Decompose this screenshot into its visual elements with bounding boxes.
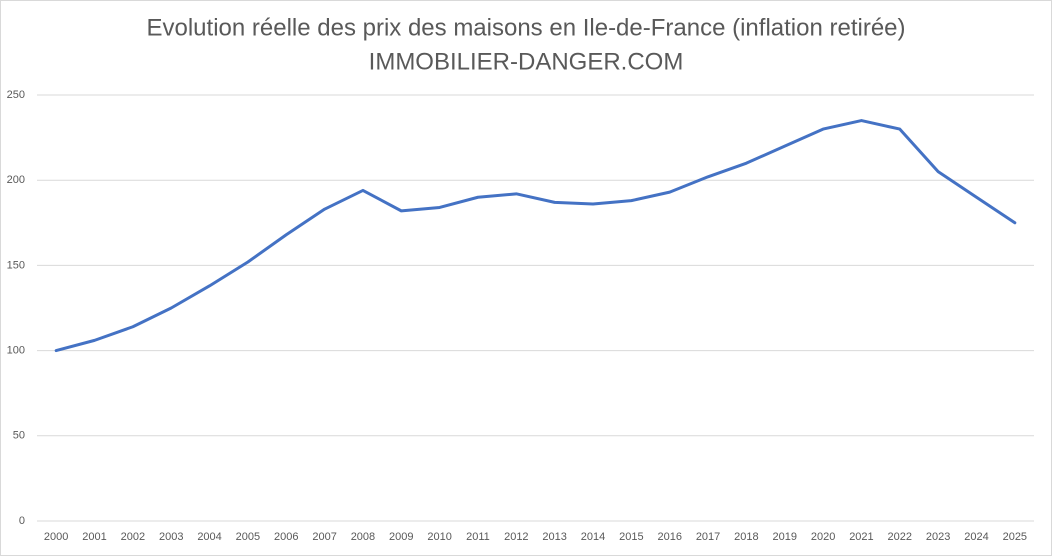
- x-tick-label: 2012: [504, 531, 528, 543]
- x-tick-label: 2022: [888, 531, 912, 543]
- x-tick-label: 2019: [773, 531, 797, 543]
- y-tick-label: 50: [13, 430, 25, 442]
- x-tick-label: 2023: [926, 531, 950, 543]
- x-tick-label: 2021: [849, 531, 873, 543]
- y-tick-label: 150: [7, 259, 25, 271]
- x-tick-label: 2008: [351, 531, 375, 543]
- data-line: [54, 119, 1017, 353]
- y-tick-label: 200: [7, 174, 25, 186]
- x-tick-label: 2007: [312, 531, 336, 543]
- chart-subtitle: IMMOBILIER-DANGER.COM: [369, 48, 684, 75]
- x-tick-label: 2013: [542, 531, 566, 543]
- x-tick-label: 2009: [389, 531, 413, 543]
- x-tick-label: 2020: [811, 531, 835, 543]
- x-tick-label: 2000: [44, 531, 68, 543]
- x-tick-label: 2001: [82, 531, 106, 543]
- x-tick-label: 2005: [236, 531, 260, 543]
- x-tick-label: 2002: [121, 531, 145, 543]
- x-tick-label: 2014: [581, 531, 605, 543]
- y-tick-label: 250: [7, 89, 25, 101]
- x-tick-label: 2003: [159, 531, 183, 543]
- chart-title: Evolution réelle des prix des maisons en…: [146, 14, 905, 41]
- x-tick-label: 2017: [696, 531, 720, 543]
- x-tick-label: 2004: [197, 531, 221, 543]
- x-tick-label: 2010: [427, 531, 451, 543]
- x-tick-label: 2006: [274, 531, 298, 543]
- x-tick-label: 2015: [619, 531, 643, 543]
- x-tick-label: 2025: [1003, 531, 1027, 543]
- x-tick-label: 2018: [734, 531, 758, 543]
- y-tick-label: 0: [19, 515, 25, 527]
- x-tick-label: 2016: [657, 531, 681, 543]
- x-tick-label: 2024: [964, 531, 988, 543]
- x-tick-label: 2011: [466, 531, 490, 543]
- y-tick-label: 100: [7, 345, 25, 357]
